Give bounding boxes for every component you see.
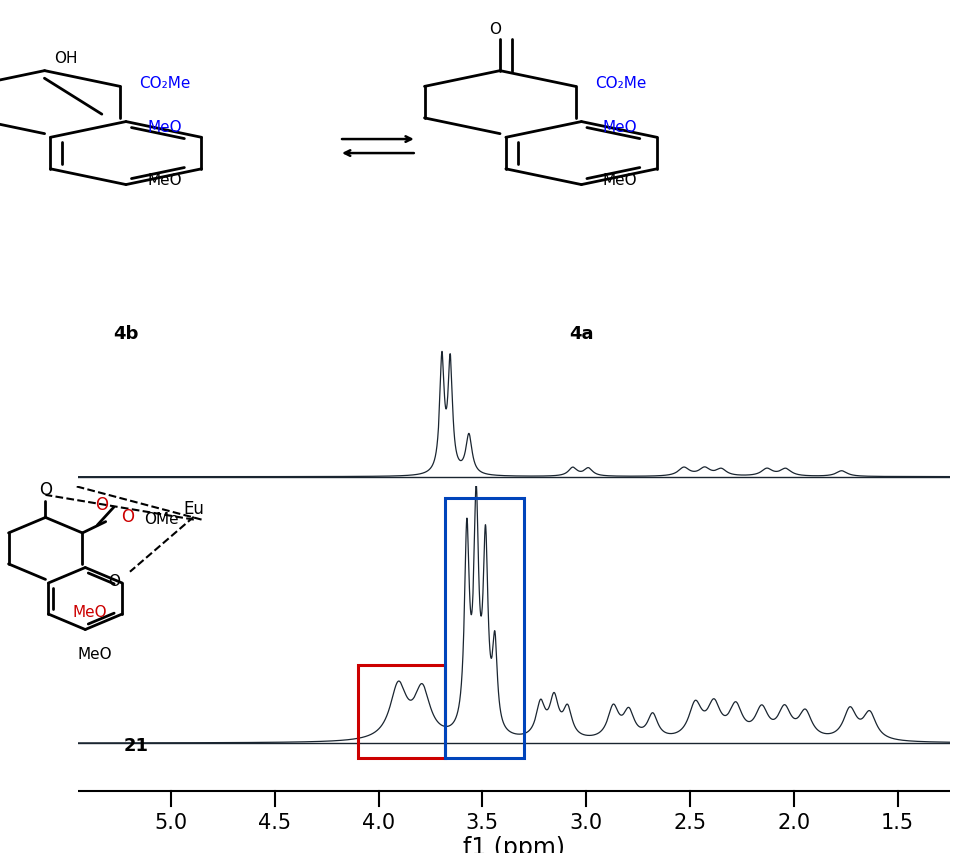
Bar <box>358 664 445 758</box>
Text: MeO: MeO <box>603 173 638 189</box>
Text: 4b: 4b <box>113 325 139 343</box>
Text: MeO: MeO <box>147 119 182 135</box>
Text: MeO: MeO <box>603 119 638 135</box>
Text: CO₂Me: CO₂Me <box>140 76 191 91</box>
Text: 5.0: 5.0 <box>154 812 188 832</box>
Bar <box>445 498 524 758</box>
Text: O: O <box>39 480 52 498</box>
Text: Eu: Eu <box>183 500 204 518</box>
Text: O: O <box>121 508 134 525</box>
Text: 3.0: 3.0 <box>570 812 603 832</box>
Text: f1 (ppm): f1 (ppm) <box>462 835 565 853</box>
Text: 4a: 4a <box>569 325 594 343</box>
Text: 21: 21 <box>123 735 148 754</box>
Text: 4.0: 4.0 <box>362 812 395 832</box>
Text: 3.5: 3.5 <box>466 812 499 832</box>
Text: 4.5: 4.5 <box>258 812 292 832</box>
Text: OMe: OMe <box>144 512 179 526</box>
Text: MeO: MeO <box>78 647 112 662</box>
Text: OH: OH <box>54 51 78 67</box>
Text: O: O <box>109 573 120 588</box>
Text: MeO: MeO <box>72 604 107 619</box>
Text: O: O <box>95 496 109 514</box>
Text: MeO: MeO <box>147 173 182 189</box>
Text: 2.5: 2.5 <box>673 812 706 832</box>
Text: CO₂Me: CO₂Me <box>595 76 646 91</box>
Text: O: O <box>489 21 501 37</box>
Text: 2.0: 2.0 <box>777 812 810 832</box>
Text: 1.5: 1.5 <box>881 812 915 832</box>
